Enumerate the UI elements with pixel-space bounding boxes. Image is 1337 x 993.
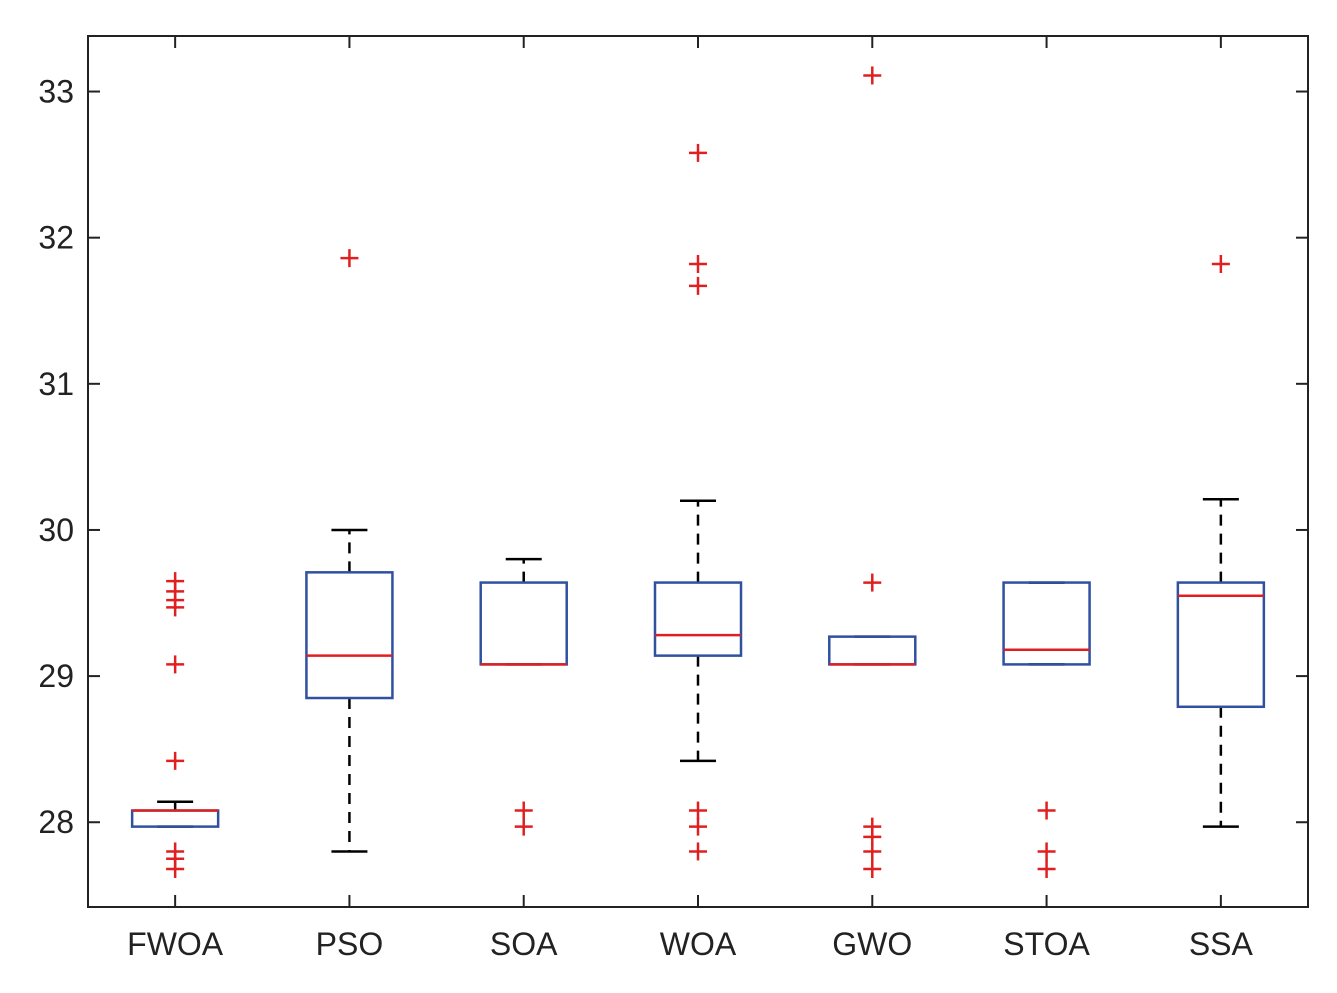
x-tick-label: STOA <box>1003 926 1090 962</box>
x-tick-label: FWOA <box>127 926 224 962</box>
outlier-marker <box>166 655 185 674</box>
outlier-marker <box>514 817 533 836</box>
box-iqr <box>1002 581 1091 666</box>
outlier-marker <box>863 573 882 592</box>
y-tick-label: 32 <box>38 220 74 256</box>
x-tick-label: PSO <box>316 926 384 962</box>
outlier-marker <box>1037 842 1056 861</box>
y-tick-label: 33 <box>38 74 74 110</box>
outlier-marker <box>166 860 185 879</box>
box-iqr <box>1176 581 1266 709</box>
outlier-marker <box>1211 254 1230 273</box>
x-tick-label: SSA <box>1189 926 1254 962</box>
x-tick-label: SOA <box>490 926 558 962</box>
y-tick-label: 31 <box>38 366 74 402</box>
outlier-marker <box>863 66 882 85</box>
plot-marks <box>130 66 1266 879</box>
x-tick-label: GWO <box>832 926 912 962</box>
outlier-marker <box>863 860 882 879</box>
outlier-marker <box>340 249 359 268</box>
x-tick-label: WOA <box>660 926 737 962</box>
outlier-marker <box>689 801 707 820</box>
outlier-marker <box>689 276 707 295</box>
outlier-marker <box>863 842 882 861</box>
outlier-marker <box>1037 860 1056 879</box>
outlier-marker <box>166 598 185 617</box>
outlier-marker <box>166 751 185 770</box>
axis-ticks: 28 29 30 31 32 33 FWOA PSO SOA WOA GWO STOA SSA <box>38 36 1308 962</box>
box-iqr <box>653 581 743 657</box>
outlier-marker <box>689 254 707 273</box>
outlier-marker <box>1037 801 1056 820</box>
box-iqr <box>305 571 394 700</box>
y-tick-label: 30 <box>38 512 74 548</box>
outlier-marker <box>514 801 533 820</box>
y-tick-label: 29 <box>38 658 74 694</box>
y-tick-label: 28 <box>38 804 74 840</box>
plot-area-frame <box>87 35 1309 908</box>
outlier-marker <box>689 842 707 861</box>
outlier-marker <box>689 143 707 162</box>
outlier-marker <box>689 817 707 836</box>
